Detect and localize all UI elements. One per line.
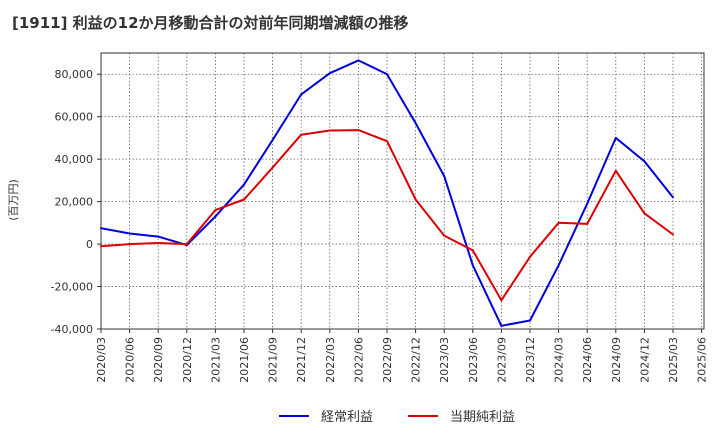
data-point [643,212,646,215]
data-point [157,242,160,245]
y-axis: -40,000 -20,000 0 20,000 40,000 60,000 80,000 [51,68,101,336]
data-point [243,198,245,201]
data-point [443,234,446,237]
data-point [386,73,388,76]
legend: 経常利益 当期純利益 [279,410,515,425]
data-point [586,202,589,205]
x-tick-label: 2021/12 [295,337,308,383]
x-tick-label: 2022/03 [324,337,337,383]
x-tick-label: 2022/09 [381,337,394,383]
x-tick-label: 2020/03 [95,337,108,383]
data-point [529,319,531,322]
x-tick-label: 2022/06 [352,337,365,383]
data-point [414,122,417,125]
data-point [271,139,274,142]
data-point [614,136,617,139]
data-point [500,324,503,327]
data-point [586,222,589,225]
data-point [643,160,646,163]
y-tick-label: 40,000 [55,153,94,166]
x-tick-label: 2023/03 [438,337,451,383]
data-point [328,72,331,75]
data-point [100,227,102,230]
x-tick-label: 2024/12 [638,337,651,383]
x-tick-label: 2021/09 [267,337,280,383]
data-point [614,169,617,172]
x-tick-label: 2021/03 [209,337,222,383]
data-point [357,59,360,62]
plot-area [101,53,704,329]
data-point [471,249,474,252]
x-tick-label: 2023/06 [467,337,480,383]
data-point [672,233,674,236]
data-point [471,264,474,267]
data-point [128,232,131,235]
y-tick-label: -20,000 [51,281,93,294]
data-point [672,196,674,199]
x-tick-label: 2022/12 [410,337,423,383]
x-tick-label: 2023/09 [495,337,508,383]
x-tick-label: 2023/12 [524,337,537,383]
data-point [386,140,388,143]
data-point [557,264,560,267]
data-point [100,245,102,248]
x-tick-label: 2025/06 [696,337,709,383]
plot-frame [100,52,705,330]
x-tick-label: 2024/03 [553,337,566,383]
x-axis: 2020/03 2020/06 2020/09 2020/12 2021/03 2021/… [95,329,709,383]
data-point [214,215,217,218]
y-tick-label: 60,000 [55,111,94,124]
data-point [271,166,274,169]
series [100,59,674,327]
data-point [185,243,188,246]
x-tick-label: 2020/12 [181,337,194,383]
x-tick-label: 2020/06 [124,337,137,383]
x-tick-label: 2020/09 [152,337,165,383]
x-tick-label: 2021/06 [238,337,251,383]
data-point [357,129,360,132]
x-tick-label: 2024/09 [610,337,623,383]
data-point [500,299,503,302]
data-point [300,133,303,136]
data-point [443,175,446,178]
chart-title: [1911] 利益の12か月移動合計の対前年同期増減額の推移 [12,14,409,32]
data-point [128,243,131,246]
y-tick-label: 0 [86,238,93,251]
data-point [157,235,160,238]
x-tick-label: 2025/03 [667,337,680,383]
data-point [300,93,303,96]
y-tick-label: 20,000 [55,196,94,209]
legend-label: 経常利益 [321,410,373,425]
x-tick-label: 2024/06 [581,337,594,383]
data-point [414,198,417,201]
data-point [557,221,560,224]
y-tick-label: -40,000 [51,323,93,336]
data-point [243,183,245,186]
data-point [214,209,217,212]
data-point [328,129,331,132]
legend-label: 当期純利益 [450,410,515,425]
data-point [529,255,531,258]
grid [101,53,704,329]
y-axis-label: (百万円) [7,179,20,221]
y-tick-label: 80,000 [55,68,94,81]
